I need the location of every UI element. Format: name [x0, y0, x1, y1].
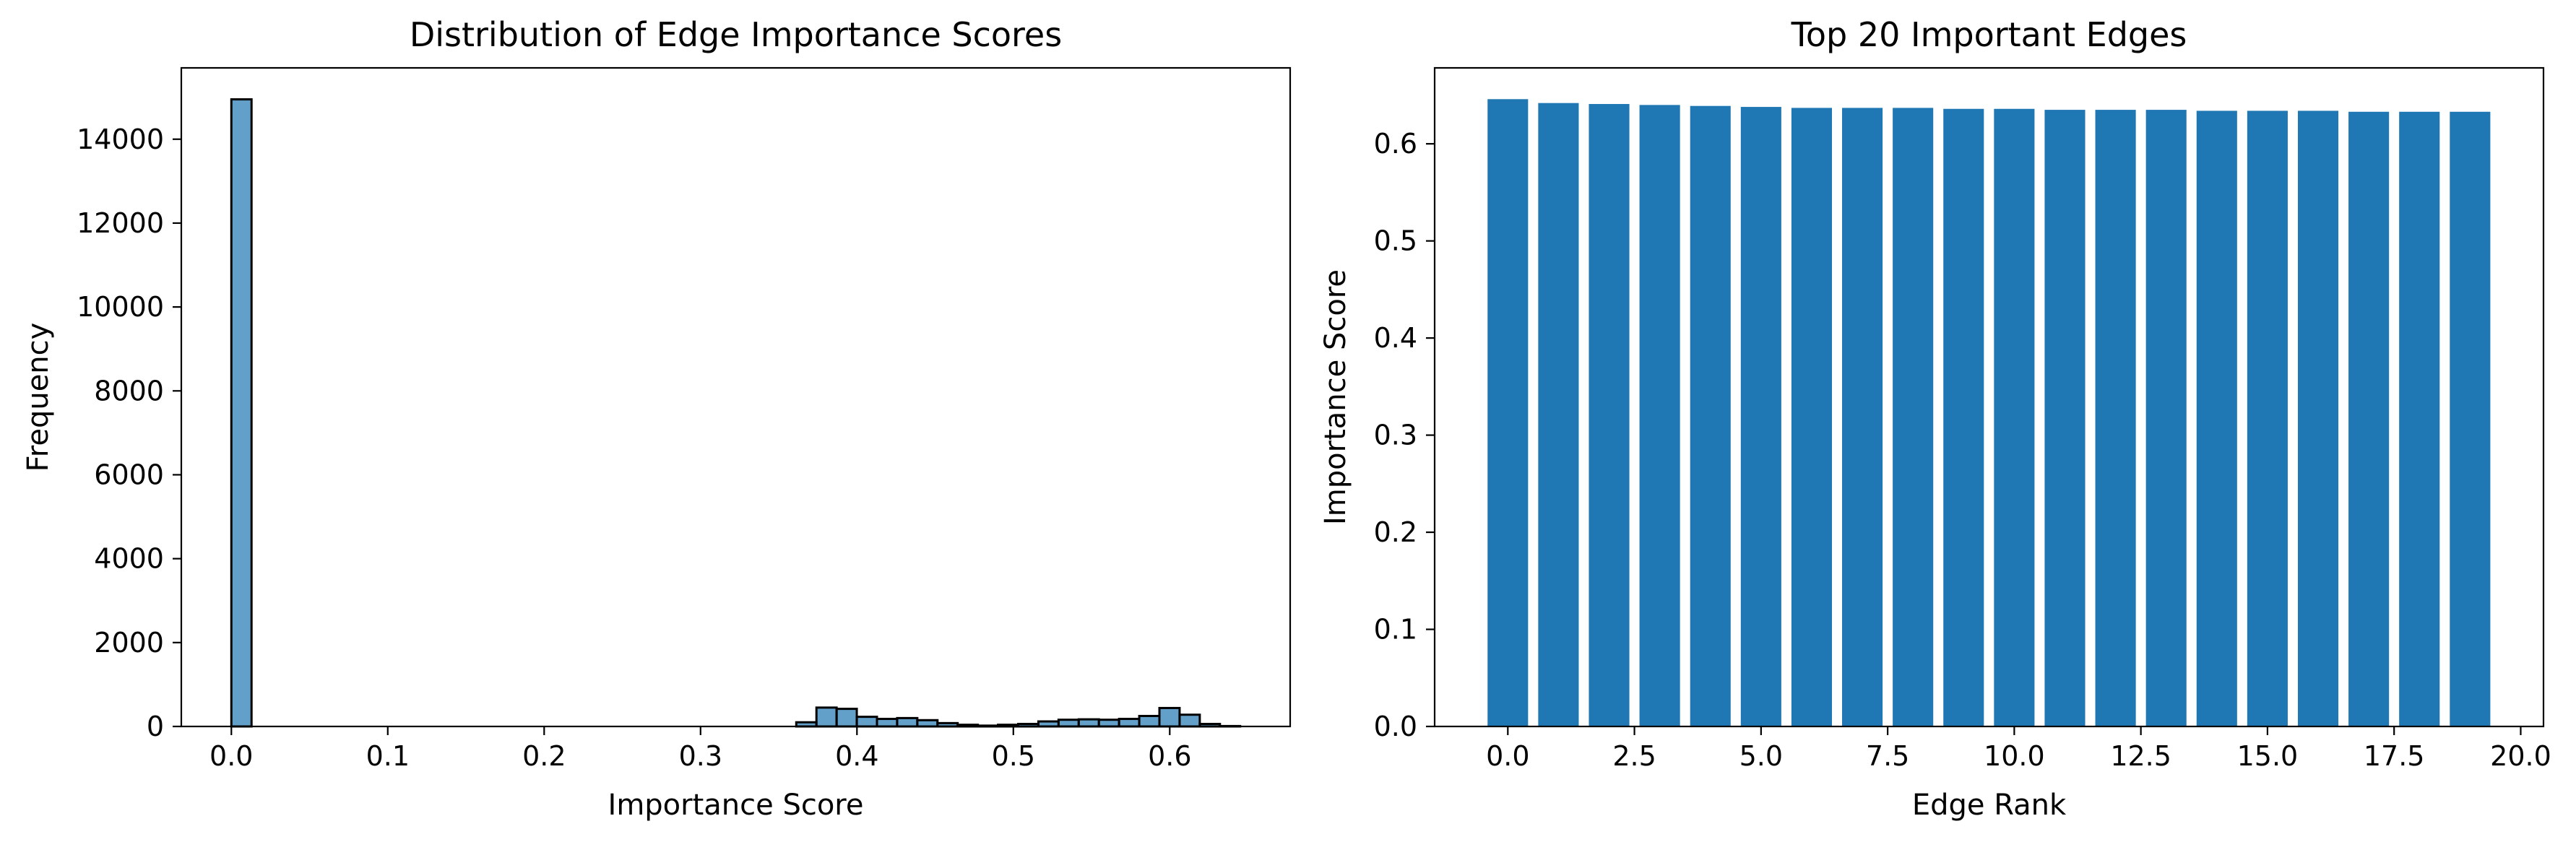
y-tick-label: 6000 [94, 459, 164, 490]
histogram-bar [1077, 718, 1100, 728]
x-tick-label: 7.5 [1866, 740, 1909, 772]
y-tick-label: 0.0 [1374, 711, 1417, 742]
y-tick-label: 0.5 [1374, 225, 1417, 257]
bars [230, 98, 1242, 728]
y-tick-label: 10000 [77, 291, 164, 323]
x-tick-label: 0.5 [992, 740, 1035, 772]
bars [1487, 99, 2491, 727]
bar [1893, 108, 1934, 726]
x-tick-label: 15.0 [2237, 740, 2299, 772]
histogram-bar [876, 718, 899, 728]
x-tick-label: 0.1 [366, 740, 410, 772]
bar [1538, 103, 1579, 726]
bar [1791, 108, 1832, 726]
y-tick-label: 0.1 [1374, 614, 1417, 646]
bar [1589, 104, 1630, 727]
bar [1740, 107, 1781, 726]
x-tick-label: 2.5 [1612, 740, 1656, 772]
bar [1690, 105, 1731, 727]
y-tick-label: 2000 [94, 627, 164, 659]
bar [2145, 110, 2187, 727]
x-axis-label: Edge Rank [1912, 789, 2067, 822]
x-tick-label: 0.0 [209, 740, 253, 772]
bar [2297, 110, 2339, 727]
y-axis-label: Importance Score [1319, 269, 1352, 525]
histogram-bar [230, 98, 253, 728]
x-tick-label: 0.2 [522, 740, 566, 772]
bar [2399, 111, 2440, 726]
y-tick-label: 0.2 [1374, 516, 1417, 548]
histogram-panel: 0.0 0.1 0.2 0.3 0.4 0.5 0.6 0 2000 4000 6000 8000 10… [22, 15, 1292, 822]
y-tick-label: 0.4 [1374, 322, 1417, 354]
x-tick-label: 0.3 [679, 740, 722, 772]
y-tick-label: 0.3 [1374, 420, 1417, 451]
histogram-bar [855, 716, 878, 728]
x-tick-label: 17.5 [2364, 740, 2425, 772]
histogram-bar [916, 719, 939, 728]
y-tick-label: 0.6 [1374, 128, 1417, 160]
histogram-bar [1138, 714, 1161, 728]
axes-frame [1433, 66, 2545, 728]
bar [2044, 110, 2086, 727]
histogram-bar [896, 716, 919, 728]
bar [1639, 105, 1680, 727]
histogram-bar [1118, 718, 1141, 728]
x-tick-label: 20.0 [2490, 740, 2551, 772]
chart-title: Distribution of Edge Importance Scores [410, 15, 1062, 54]
bar [2196, 110, 2237, 727]
y-tick-label: 8000 [94, 375, 164, 407]
x-tick-label: 5.0 [1739, 740, 1783, 772]
x-tick-label: 0.6 [1148, 740, 1191, 772]
x-tick-label: 10.0 [1984, 740, 2045, 772]
x-axis-label: Importance Score [608, 789, 864, 822]
y-tick-label: 4000 [94, 543, 164, 575]
top-edges-panel: 0.0 2.5 5.0 7.5 10.0 12.5 15.0 17.5 20.0 0.0 0.1 0.… [1319, 15, 2551, 822]
histogram-bar [1057, 719, 1080, 728]
bar [2247, 110, 2288, 727]
y-axis-label: Frequency [22, 323, 55, 472]
histogram-bar [1097, 719, 1120, 728]
y-tick-label: 12000 [77, 207, 164, 239]
y-tick-label: 14000 [77, 123, 164, 155]
bar [1943, 108, 1984, 726]
bar [1487, 99, 1529, 726]
bar [2450, 111, 2491, 726]
x-tick-label: 12.5 [2110, 740, 2171, 772]
bar [2348, 111, 2390, 726]
axes-frame [180, 66, 1292, 728]
x-tick-label: 0.0 [1486, 740, 1529, 772]
y-tick-label: 0 [147, 711, 164, 742]
chart-title: Top 20 Important Edges [1791, 15, 2187, 54]
histogram-bar [1178, 713, 1201, 728]
x-tick-label: 0.4 [835, 740, 878, 772]
bar [1994, 108, 2035, 726]
histogram-bar [815, 706, 838, 728]
bar [1842, 108, 1883, 726]
histogram-bar [835, 708, 858, 728]
bar [2095, 110, 2136, 727]
histogram-bar [1158, 706, 1181, 728]
